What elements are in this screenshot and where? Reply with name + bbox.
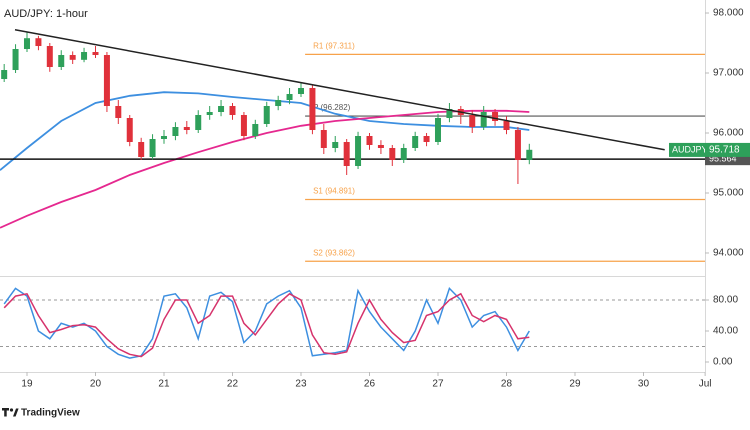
candle-body bbox=[23, 38, 30, 50]
candle-body bbox=[1, 70, 8, 80]
candle-body bbox=[332, 141, 339, 148]
candle-body bbox=[218, 106, 225, 113]
candle-body bbox=[446, 109, 453, 119]
stochastic-line bbox=[3, 286, 530, 359]
y-tick-label: 97.000 bbox=[713, 68, 744, 79]
trendline bbox=[14, 29, 665, 151]
candle-body bbox=[92, 52, 99, 56]
support-tag-label: 95.564 bbox=[709, 154, 737, 164]
candle-body bbox=[46, 46, 53, 68]
x-tick-label: 22 bbox=[227, 379, 239, 390]
candle-body bbox=[355, 136, 362, 166]
x-tick-label: 21 bbox=[158, 379, 170, 390]
candle-body bbox=[229, 106, 236, 116]
candle-body bbox=[275, 100, 282, 107]
y-tick-label: 80.00 bbox=[713, 295, 738, 306]
stochastic-line bbox=[3, 292, 530, 358]
price-tag bbox=[705, 142, 750, 157]
pivot-label: S2 (93.862) bbox=[313, 248, 355, 257]
y-tick-label: 98.000 bbox=[713, 8, 744, 19]
candle-body bbox=[492, 112, 499, 122]
y-tick-label: 0.00 bbox=[713, 357, 733, 368]
candle-body bbox=[160, 136, 167, 139]
price-tag-symbol-box bbox=[669, 142, 705, 157]
x-tick-label: Jul bbox=[699, 379, 712, 390]
candle-body bbox=[297, 88, 304, 95]
candle-body bbox=[480, 112, 487, 128]
candle-body bbox=[115, 106, 122, 119]
candle-body bbox=[58, 55, 65, 68]
candle-body bbox=[252, 124, 259, 137]
candle-body bbox=[320, 130, 327, 148]
candle-body bbox=[206, 112, 213, 116]
candle-body bbox=[400, 147, 407, 160]
candle-body bbox=[81, 52, 88, 60]
brand-logo bbox=[1, 408, 19, 417]
candle-body bbox=[263, 106, 270, 125]
candle-body bbox=[423, 136, 430, 142]
x-tick-label: 19 bbox=[21, 379, 33, 390]
candle-body bbox=[469, 115, 476, 128]
candle-body bbox=[183, 127, 190, 131]
pivot-label: S1 (94.891) bbox=[313, 187, 355, 196]
candle-body bbox=[343, 141, 350, 166]
price-tag-symbol: AUDJPY bbox=[672, 144, 708, 154]
candle-body bbox=[126, 118, 133, 142]
candle-body bbox=[366, 136, 373, 145]
price-tag-label: 95.718 bbox=[709, 145, 740, 156]
x-tick-label: 29 bbox=[569, 379, 581, 390]
brand: TradingView bbox=[21, 408, 80, 419]
candle-body bbox=[434, 118, 441, 142]
x-tick-label: 28 bbox=[501, 379, 513, 390]
candle-body bbox=[195, 115, 202, 131]
candle-body bbox=[503, 121, 510, 131]
candle-body bbox=[12, 49, 19, 71]
x-tick-label: 20 bbox=[90, 379, 102, 390]
x-tick-label: 26 bbox=[364, 379, 376, 390]
candle-body bbox=[389, 147, 396, 160]
x-tick-label: 30 bbox=[638, 379, 650, 390]
y-tick-label: 95.000 bbox=[713, 188, 744, 199]
candle-body bbox=[138, 141, 145, 157]
x-tick-label: 23 bbox=[295, 379, 307, 390]
moving-average bbox=[0, 91, 530, 171]
candle-body bbox=[103, 55, 110, 107]
candle-body bbox=[35, 38, 42, 47]
y-tick-label: 94.000 bbox=[713, 248, 744, 259]
candle-body bbox=[172, 127, 179, 137]
pivot-label: R1 (97.311) bbox=[313, 41, 355, 50]
candle-body bbox=[69, 55, 76, 60]
candle-body bbox=[377, 144, 384, 148]
y-tick-label: 40.00 bbox=[713, 326, 738, 337]
candle-body bbox=[286, 94, 293, 101]
candle-body bbox=[526, 149, 533, 160]
x-tick-label: 27 bbox=[432, 379, 444, 390]
candle-body bbox=[149, 138, 156, 157]
candle-body bbox=[240, 115, 247, 137]
y-tick-label: 96.000 bbox=[713, 128, 744, 139]
chart-title: AUD/JPY: 1-hour bbox=[4, 8, 88, 20]
candle-body bbox=[412, 136, 419, 148]
candle-body bbox=[309, 88, 316, 131]
pivot-label: P (96.282) bbox=[313, 103, 351, 112]
candle-body bbox=[514, 130, 521, 160]
